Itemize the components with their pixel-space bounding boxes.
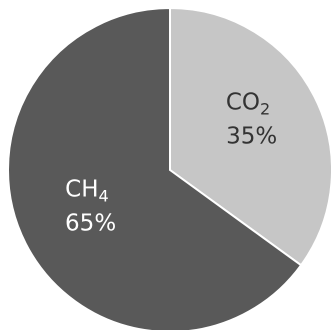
slices-group	[7, 6, 331, 330]
slice-label-co2-value: 35%	[226, 123, 277, 149]
slice-label-ch4-name: CH4	[65, 176, 116, 207]
slice-label-co2-name: CO2	[226, 89, 278, 120]
slice-label-ch4-value: 65%	[65, 210, 116, 236]
slice-ch4	[7, 6, 303, 330]
slice-label-ch4: CH4 65%	[65, 176, 116, 236]
slice-co2	[169, 6, 331, 267]
slice-label-co2: CO2 35%	[226, 89, 278, 149]
